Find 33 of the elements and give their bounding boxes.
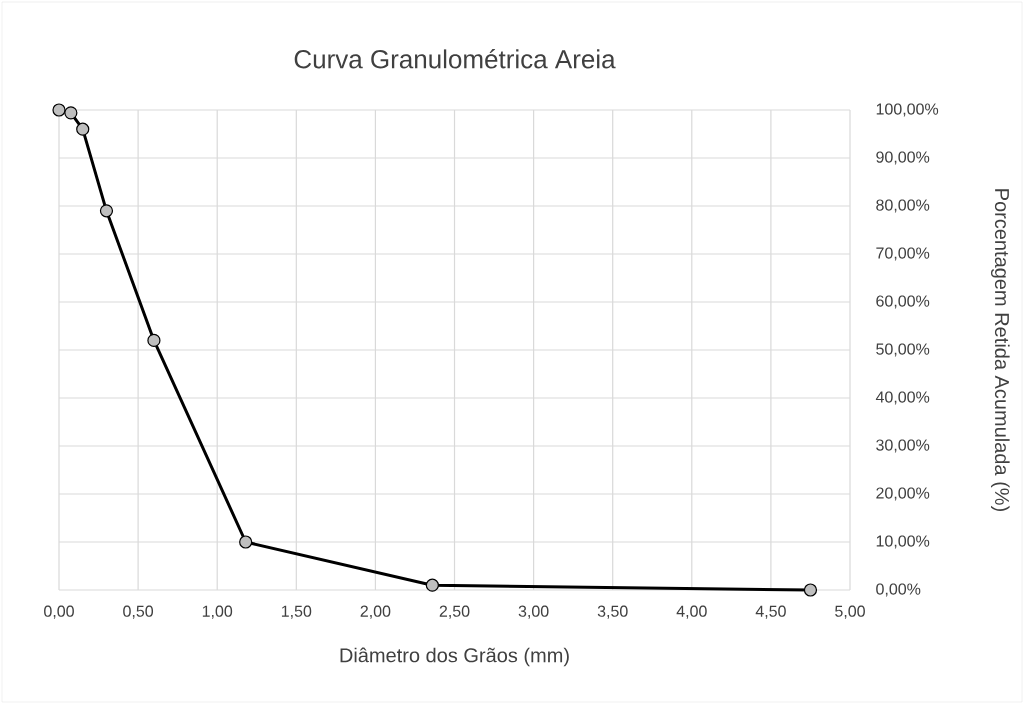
point [803,583,818,597]
x-tick-label: 0,00 [44,605,74,619]
y-tick-label: 50,00% [876,343,930,357]
x-tick-label: 4,50 [755,605,786,619]
y-tick-label: 90,00% [876,151,930,165]
point [99,204,114,218]
x-tick-label: 3,50 [597,605,628,619]
point [147,333,161,347]
point [425,578,439,592]
y-tick-label: 30,00% [876,439,930,453]
x-tick-label: 2,50 [439,605,470,619]
x-tick-label: 2,00 [360,605,391,619]
y-tick-label: 70,00% [876,247,930,261]
y-tick-label: 20,00% [876,487,930,501]
x-tick-label: 3,00 [518,605,549,619]
x-tick-label: 1,00 [202,605,233,619]
x-tick-label: 5,00 [835,605,865,619]
x-axis-title: Diâmetro dos Grãos (mm) [340,647,569,667]
x-tick-label: 4,00 [676,605,707,619]
point [64,106,78,120]
point [239,535,253,549]
y-tick-label: 10,00% [876,535,930,549]
y-tick-label: 100,00% [876,103,939,117]
y-axis-title: Porcentagem Retida Acumulada (%) [990,189,1010,511]
x-tick-label: 0,50 [123,605,154,619]
y-tick-label: 40,00% [875,391,930,405]
y-tick-label: 80,00% [876,199,930,213]
y-tick-label: 60,00% [876,295,930,309]
point [76,122,90,136]
point [52,103,66,117]
x-tick-label: 1,50 [281,605,312,619]
chart-title: Curva Granulométrica Areia [294,49,616,69]
y-tick-label: 0,00% [876,583,921,597]
